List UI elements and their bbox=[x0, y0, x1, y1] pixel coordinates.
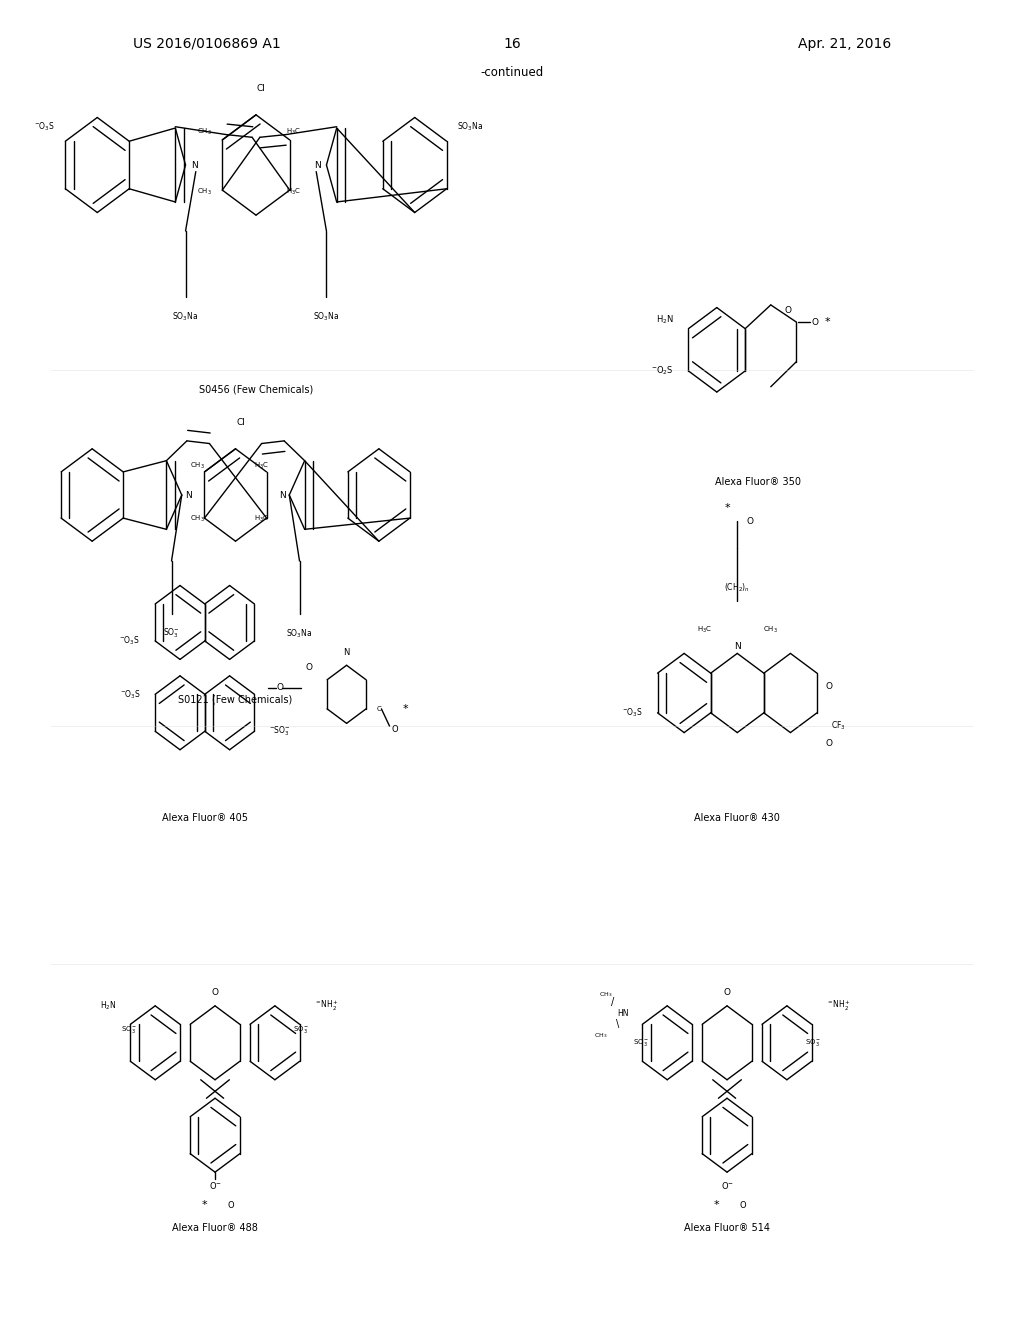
Text: CH$_3$: CH$_3$ bbox=[189, 513, 205, 524]
Text: SO$_3^{-}$: SO$_3^{-}$ bbox=[121, 1024, 137, 1035]
Text: Alexa Fluor® 430: Alexa Fluor® 430 bbox=[694, 813, 780, 824]
Text: /: / bbox=[611, 997, 614, 1007]
Text: HN: HN bbox=[616, 1008, 629, 1018]
Text: N: N bbox=[314, 161, 322, 169]
Text: Apr. 21, 2016: Apr. 21, 2016 bbox=[798, 37, 891, 50]
Text: $^{-}$O$_3$S: $^{-}$O$_3$S bbox=[120, 688, 141, 701]
Text: CH$_3$: CH$_3$ bbox=[197, 127, 211, 137]
Text: O: O bbox=[227, 1201, 233, 1209]
Text: O: O bbox=[746, 517, 753, 525]
Text: Alexa Fluor® 514: Alexa Fluor® 514 bbox=[684, 1222, 770, 1233]
Text: Alexa Fluor® 350: Alexa Fluor® 350 bbox=[715, 477, 801, 487]
Text: CF$_3$: CF$_3$ bbox=[831, 719, 846, 733]
Text: SO$_3^{-}$: SO$_3^{-}$ bbox=[633, 1038, 649, 1048]
Text: H$_3$C: H$_3$C bbox=[286, 127, 301, 137]
Text: H$_3$C: H$_3$C bbox=[254, 461, 268, 471]
Text: O: O bbox=[825, 739, 833, 747]
Text: C: C bbox=[377, 706, 382, 711]
Text: CH$_3$: CH$_3$ bbox=[594, 1031, 608, 1040]
Text: O: O bbox=[739, 1201, 745, 1209]
Text: *: * bbox=[202, 1200, 208, 1210]
Text: CH$_3$: CH$_3$ bbox=[599, 990, 613, 999]
Text: SO$_3$Na: SO$_3$Na bbox=[313, 310, 340, 323]
Text: CH$_3$: CH$_3$ bbox=[197, 186, 211, 197]
Text: H$_3$C: H$_3$C bbox=[696, 624, 712, 635]
Text: $^{=}$NH$_2^{+}$: $^{=}$NH$_2^{+}$ bbox=[313, 999, 338, 1012]
Text: $^{-}$O$_2$S: $^{-}$O$_2$S bbox=[651, 364, 674, 378]
Text: O: O bbox=[825, 682, 833, 690]
Text: N: N bbox=[343, 648, 350, 656]
Text: *: * bbox=[714, 1200, 720, 1210]
Text: *: * bbox=[402, 704, 408, 714]
Text: O$^{-}$: O$^{-}$ bbox=[721, 1180, 733, 1191]
Text: (CH$_2$)$_n$: (CH$_2$)$_n$ bbox=[724, 581, 751, 594]
Text: Alexa Fluor® 488: Alexa Fluor® 488 bbox=[172, 1222, 258, 1233]
Text: O: O bbox=[784, 306, 792, 314]
Text: N: N bbox=[280, 491, 286, 499]
Text: SO$_3$Na: SO$_3$Na bbox=[172, 310, 199, 323]
Text: H$_2$N: H$_2$N bbox=[100, 999, 117, 1012]
Text: H$_2$N: H$_2$N bbox=[656, 314, 674, 326]
Text: N: N bbox=[190, 161, 198, 169]
Text: $^{-}$O$_3$S: $^{-}$O$_3$S bbox=[623, 706, 643, 719]
Text: SO$_3^{-}$: SO$_3^{-}$ bbox=[163, 627, 180, 640]
Text: $^{-}$O$_3$S: $^{-}$O$_3$S bbox=[35, 120, 55, 133]
Text: Cl: Cl bbox=[237, 418, 245, 426]
Text: S0456 (Few Chemicals): S0456 (Few Chemicals) bbox=[199, 384, 313, 395]
Text: $^{-}$O$_3$S: $^{-}$O$_3$S bbox=[119, 635, 140, 647]
Text: SO$_3$Na: SO$_3$Na bbox=[287, 627, 312, 640]
Text: CH$_3$: CH$_3$ bbox=[763, 624, 778, 635]
Text: SO$_3^{-}$: SO$_3^{-}$ bbox=[293, 1024, 309, 1035]
Text: O: O bbox=[212, 989, 218, 997]
Text: $^{=}$NH$_2^{+}$: $^{=}$NH$_2^{+}$ bbox=[825, 999, 850, 1012]
Text: 16: 16 bbox=[503, 37, 521, 50]
Text: O: O bbox=[391, 725, 398, 734]
Text: O: O bbox=[276, 684, 284, 692]
Text: N: N bbox=[734, 643, 740, 651]
Text: H$_3$C: H$_3$C bbox=[254, 513, 268, 524]
Text: -continued: -continued bbox=[480, 66, 544, 79]
Text: US 2016/0106869 A1: US 2016/0106869 A1 bbox=[133, 37, 281, 50]
Text: O: O bbox=[305, 664, 312, 672]
Text: SO$_3^{-}$: SO$_3^{-}$ bbox=[805, 1038, 821, 1048]
Text: *: * bbox=[824, 317, 829, 327]
Text: *: * bbox=[724, 503, 730, 513]
Text: Alexa Fluor® 405: Alexa Fluor® 405 bbox=[162, 813, 248, 824]
Text: S0121 (Few Chemicals): S0121 (Few Chemicals) bbox=[178, 694, 293, 705]
Text: O: O bbox=[724, 989, 730, 997]
Text: Cl: Cl bbox=[257, 84, 265, 92]
Text: H$_3$C: H$_3$C bbox=[286, 186, 301, 197]
Text: N: N bbox=[184, 491, 191, 499]
Text: \: \ bbox=[616, 1019, 620, 1030]
Text: O$^{-}$: O$^{-}$ bbox=[209, 1180, 221, 1191]
Text: O: O bbox=[811, 318, 818, 326]
Text: SO$_3$Na: SO$_3$Na bbox=[457, 120, 483, 133]
Text: $^{-}$SO$_3^{-}$: $^{-}$SO$_3^{-}$ bbox=[268, 725, 290, 738]
Text: CH$_3$: CH$_3$ bbox=[189, 461, 205, 471]
